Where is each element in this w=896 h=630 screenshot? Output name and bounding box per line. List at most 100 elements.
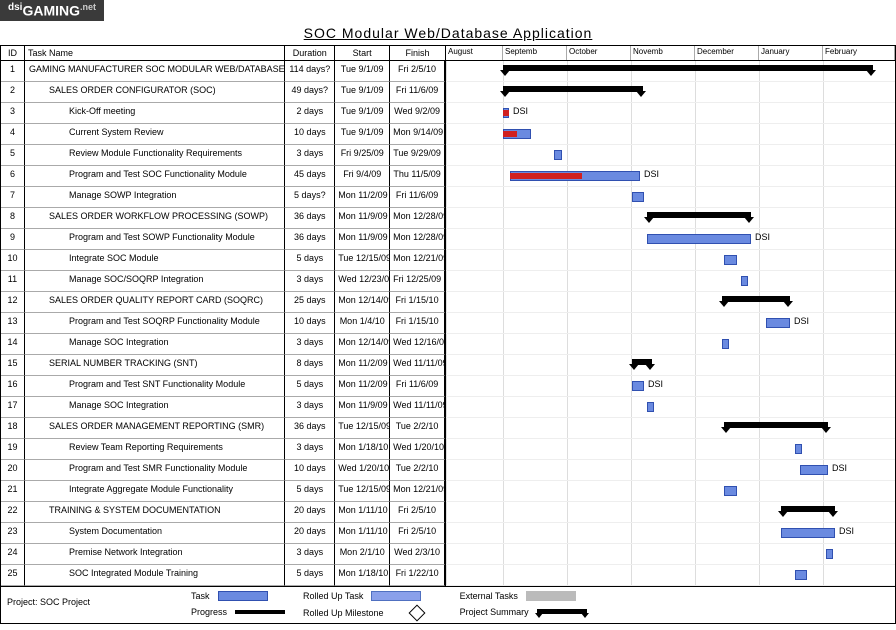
table-row[interactable]: 3Kick-Off meeting2 daysTue 9/1/09Wed 9/2… (1, 103, 445, 124)
summary-bar[interactable] (647, 212, 751, 218)
gantt-row (446, 292, 895, 313)
summary-bar[interactable] (503, 86, 643, 92)
bar-label: DSI (832, 463, 847, 473)
cell-start: Mon 1/4/10 (335, 313, 390, 334)
task-bar[interactable] (632, 192, 644, 202)
gantt-row (446, 397, 895, 418)
cell-id: 23 (1, 523, 25, 544)
gantt-chart: AugustSeptembOctoberNovembDecemberJanuar… (446, 46, 895, 586)
table-row[interactable]: 5Review Module Functionality Requirement… (1, 145, 445, 166)
cell-finish: Tue 2/2/10 (390, 460, 445, 481)
table-row[interactable]: 25SOC Integrated Module Training5 daysMo… (1, 565, 445, 586)
task-bar[interactable] (722, 339, 729, 349)
table-row[interactable]: 10Integrate SOC Module5 daysTue 12/15/09… (1, 250, 445, 271)
table-row[interactable]: 6Program and Test SOC Functionality Modu… (1, 166, 445, 187)
table-row[interactable]: 16Program and Test SNT Functionality Mod… (1, 376, 445, 397)
timeline-month: Septemb (503, 46, 567, 60)
cell-id: 1 (1, 61, 25, 82)
task-bar[interactable] (741, 276, 748, 286)
gantt-row: DSI (446, 460, 895, 481)
gantt-row (446, 61, 895, 82)
table-row[interactable]: 20Program and Test SMR Functionality Mod… (1, 460, 445, 481)
cell-duration: 36 days (285, 208, 335, 229)
logo-main: GAMING (22, 3, 80, 19)
gantt-row (446, 544, 895, 565)
cell-finish: Mon 12/21/09 (390, 250, 445, 271)
task-bar[interactable] (795, 570, 807, 580)
bar-label: DSI (648, 379, 663, 389)
cell-duration: 3 days (285, 397, 335, 418)
task-bar[interactable] (781, 528, 835, 538)
table-row[interactable]: 15SERIAL NUMBER TRACKING (SNT)8 daysMon … (1, 355, 445, 376)
cell-finish: Fri 2/5/10 (390, 61, 445, 82)
cell-start: Wed 1/20/10 (335, 460, 390, 481)
legend: Project: SOC Project Task Progress Rolle… (0, 587, 896, 624)
table-row[interactable]: 18SALES ORDER MANAGEMENT REPORTING (SMR)… (1, 418, 445, 439)
table-row[interactable]: 21Integrate Aggregate Module Functionali… (1, 481, 445, 502)
cell-task: Manage SOC Integration (25, 397, 285, 418)
task-bar[interactable] (724, 486, 737, 496)
summary-bar[interactable] (781, 506, 835, 512)
cell-id: 22 (1, 502, 25, 523)
table-row[interactable]: 19Review Team Reporting Requirements3 da… (1, 439, 445, 460)
gantt-row: DSI (446, 313, 895, 334)
cell-finish: Wed 2/3/10 (390, 544, 445, 565)
cell-duration: 25 days (285, 292, 335, 313)
task-table: ID Task Name Duration Start Finish 1GAMI… (1, 46, 446, 586)
cell-task: Manage SOC/SOQRP Integration (25, 271, 285, 292)
table-row[interactable]: 8SALES ORDER WORKFLOW PROCESSING (SOWP)3… (1, 208, 445, 229)
gantt-row (446, 271, 895, 292)
table-row[interactable]: 24Premise Network Integration3 daysMon 2… (1, 544, 445, 565)
cell-task: GAMING MANUFACTURER SOC MODULAR WEB/DATA… (25, 61, 285, 82)
gantt-row (446, 124, 895, 145)
bar-label: DSI (839, 526, 854, 536)
task-bar[interactable] (795, 444, 802, 454)
col-duration: Duration (285, 46, 335, 61)
cell-duration: 5 days (285, 250, 335, 271)
cell-duration: 3 days (285, 439, 335, 460)
cell-id: 3 (1, 103, 25, 124)
gantt-row (446, 82, 895, 103)
table-row[interactable]: 4Current System Review10 daysTue 9/1/09M… (1, 124, 445, 145)
table-row[interactable]: 11Manage SOC/SOQRP Integration3 daysWed … (1, 271, 445, 292)
task-bar[interactable] (724, 255, 737, 265)
table-row[interactable]: 22TRAINING & SYSTEM DOCUMENTATION20 days… (1, 502, 445, 523)
table-row[interactable]: 14Manage SOC Integration3 daysMon 12/14/… (1, 334, 445, 355)
summary-bar[interactable] (722, 296, 790, 302)
legend-rolled-task: Rolled Up Task (303, 591, 442, 601)
table-row[interactable]: 1GAMING MANUFACTURER SOC MODULAR WEB/DAT… (1, 61, 445, 82)
timeline-month: February (823, 46, 895, 60)
legend-progress-swatch (235, 610, 285, 614)
summary-bar[interactable] (632, 359, 652, 365)
gantt-row (446, 208, 895, 229)
cell-id: 15 (1, 355, 25, 376)
task-bar[interactable] (647, 234, 751, 244)
cell-finish: Fri 1/15/10 (390, 292, 445, 313)
task-bar[interactable] (766, 318, 790, 328)
task-bar[interactable] (647, 402, 654, 412)
summary-bar[interactable] (724, 422, 828, 428)
summary-bar[interactable] (503, 65, 873, 71)
task-bar[interactable] (826, 549, 833, 559)
table-row[interactable]: 9Program and Test SOWP Functionality Mod… (1, 229, 445, 250)
legend-rollup-swatch (371, 591, 421, 601)
table-row[interactable]: 12SALES ORDER QUALITY REPORT CARD (SOQRC… (1, 292, 445, 313)
task-bar[interactable] (800, 465, 828, 475)
task-bar[interactable] (632, 381, 644, 391)
cell-duration: 3 days (285, 334, 335, 355)
cell-duration: 10 days (285, 460, 335, 481)
table-row[interactable]: 17Manage SOC Integration3 daysMon 11/9/0… (1, 397, 445, 418)
cell-start: Tue 9/1/09 (335, 124, 390, 145)
table-row[interactable]: 2SALES ORDER CONFIGURATOR (SOC)49 days?T… (1, 82, 445, 103)
cell-task: Program and Test SOQRP Functionality Mod… (25, 313, 285, 334)
cell-task: Integrate Aggregate Module Functionality (25, 481, 285, 502)
table-row[interactable]: 7Manage SOWP Integration5 days?Mon 11/2/… (1, 187, 445, 208)
page-title: SOC Modular Web/Database Application (0, 21, 896, 45)
cell-finish: Tue 9/29/09 (390, 145, 445, 166)
task-bar[interactable] (554, 150, 562, 160)
cell-start: Tue 9/1/09 (335, 61, 390, 82)
table-row[interactable]: 23System Documentation20 daysMon 1/11/10… (1, 523, 445, 544)
table-row[interactable]: 13Program and Test SOQRP Functionality M… (1, 313, 445, 334)
cell-start: Mon 12/14/09 (335, 334, 390, 355)
gantt-row: DSI (446, 376, 895, 397)
